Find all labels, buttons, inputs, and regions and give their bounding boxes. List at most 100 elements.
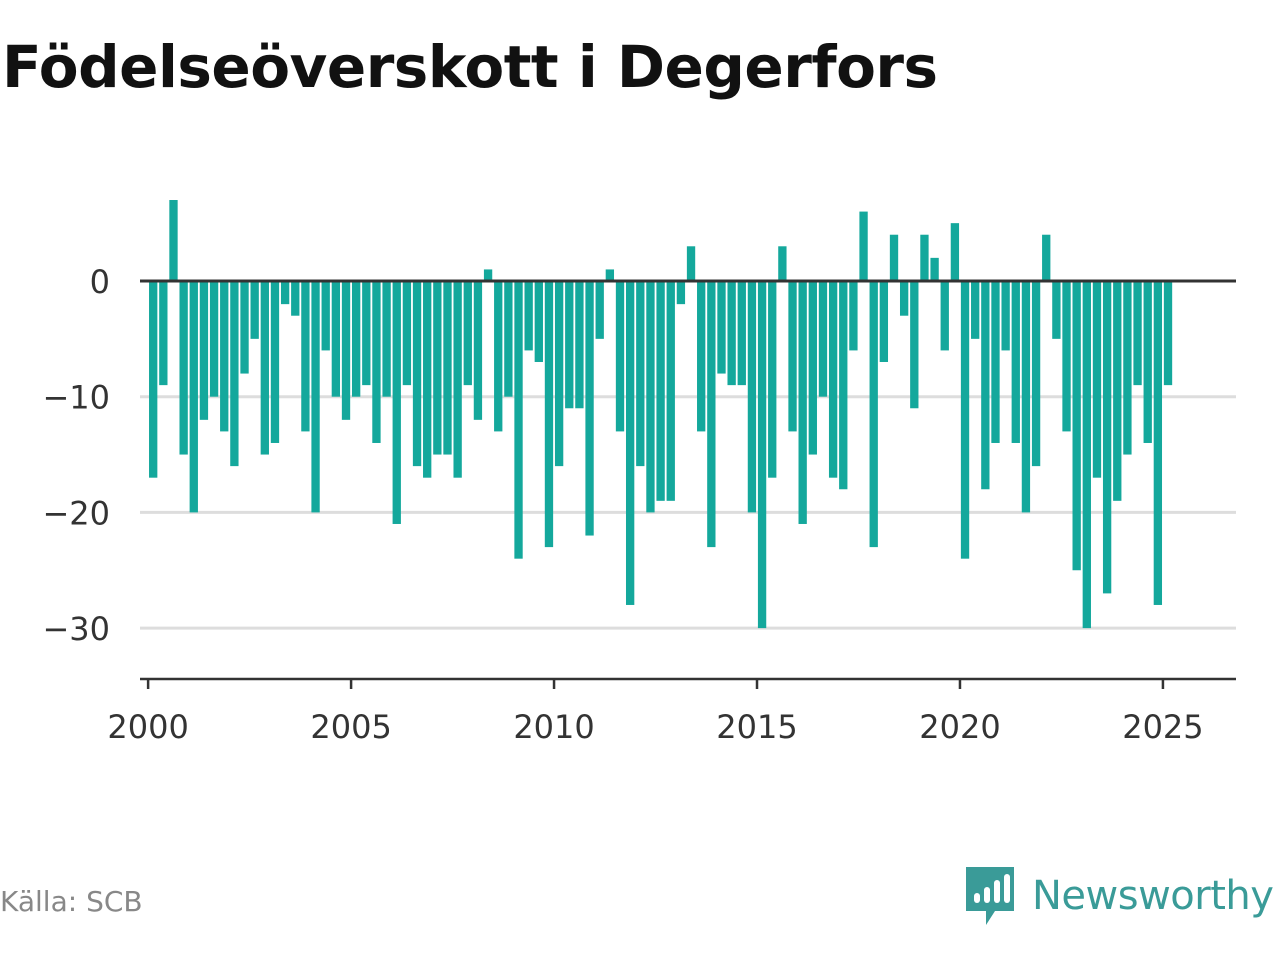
bar: [747, 281, 757, 513]
bar: [697, 281, 706, 432]
bar: [666, 281, 675, 501]
brand-name: Newsworthy: [1032, 873, 1274, 919]
bar: [230, 281, 239, 467]
bar: [676, 281, 686, 305]
bar: [1163, 281, 1173, 386]
bar: [707, 281, 716, 548]
bar: [199, 281, 209, 420]
bar: [981, 281, 990, 490]
bar: [1031, 281, 1041, 467]
bar: [301, 281, 310, 432]
bar: [930, 257, 939, 281]
bar: [209, 281, 219, 397]
x-tick-label: 2000: [107, 708, 188, 746]
bar: [351, 281, 361, 397]
x-tick-label: 2020: [919, 708, 1000, 746]
bar: [656, 281, 665, 501]
bar: [899, 281, 909, 316]
bar: [575, 281, 584, 409]
bar: [1052, 281, 1061, 339]
bar: [646, 281, 655, 513]
bar: [149, 281, 158, 478]
bar: [1072, 281, 1081, 571]
bar: [220, 281, 229, 432]
bar: [605, 269, 615, 281]
bar: [250, 281, 259, 339]
bar: [280, 281, 290, 305]
bar: [565, 281, 574, 409]
bar: [920, 234, 929, 281]
bar: [778, 246, 787, 281]
bar: [433, 281, 442, 455]
bar: [372, 281, 381, 443]
axes: [140, 279, 1236, 689]
bar: [544, 281, 554, 548]
x-tick-label: 2015: [716, 708, 797, 746]
bar: [1133, 281, 1142, 386]
y-tick-label: −20: [42, 494, 110, 532]
bar: [473, 281, 483, 420]
bar: [392, 281, 401, 524]
bar: [1123, 281, 1132, 455]
bar: [879, 281, 889, 362]
bar: [737, 281, 746, 386]
bar: [1001, 281, 1010, 351]
x-tick-label: 2025: [1122, 708, 1203, 746]
bar: [1143, 281, 1152, 443]
bar: [260, 281, 269, 455]
bar: [889, 234, 899, 281]
bar: [971, 281, 980, 339]
bar: [859, 211, 868, 281]
bar: [311, 281, 320, 513]
bar: [839, 281, 848, 490]
bar: [402, 281, 412, 386]
bar: [869, 281, 878, 548]
bar: [1011, 281, 1020, 443]
bar: [1062, 281, 1071, 432]
bar: [798, 281, 807, 524]
bars: [149, 200, 1173, 629]
bar: [382, 281, 391, 397]
bar: [1042, 234, 1051, 281]
bar: [727, 281, 736, 386]
bar: [788, 281, 797, 432]
source-note: Källa: SCB: [0, 885, 143, 918]
bar: [768, 281, 777, 478]
x-tick-labels: 2000 2005 2010 2015 2020 2025: [107, 708, 1203, 746]
bar: [757, 281, 767, 629]
bar: [504, 281, 513, 397]
bar: [240, 281, 249, 374]
bar: [270, 281, 280, 443]
brand[interactable]: Newsworthy: [964, 864, 1274, 928]
y-tick-label: −10: [42, 379, 110, 417]
bar: [524, 281, 533, 351]
bar: [1113, 281, 1122, 501]
bar: [625, 281, 635, 605]
bar: [960, 281, 970, 559]
bar: [554, 281, 564, 467]
bar: [615, 281, 625, 432]
bar: [179, 281, 188, 455]
bar: [1021, 281, 1031, 513]
bar: [828, 281, 838, 478]
bar: [1082, 281, 1091, 629]
bar: [534, 281, 543, 362]
gridlines: [140, 395, 1236, 630]
bar: [991, 281, 1000, 443]
bar: [636, 281, 645, 467]
bar: [1092, 281, 1102, 478]
bar: [940, 281, 949, 351]
bar: [443, 281, 452, 455]
bar: [453, 281, 462, 478]
y-tick-label: −30: [42, 610, 110, 648]
x-tick-label: 2005: [310, 708, 391, 746]
bar: [808, 281, 817, 455]
bar: [585, 281, 594, 536]
bar: [189, 281, 198, 513]
y-tick-labels: 0 −10 −20 −30: [42, 263, 110, 648]
bar: [910, 281, 919, 409]
bar: [595, 281, 604, 339]
bar: [686, 246, 696, 281]
bar: [514, 281, 523, 559]
